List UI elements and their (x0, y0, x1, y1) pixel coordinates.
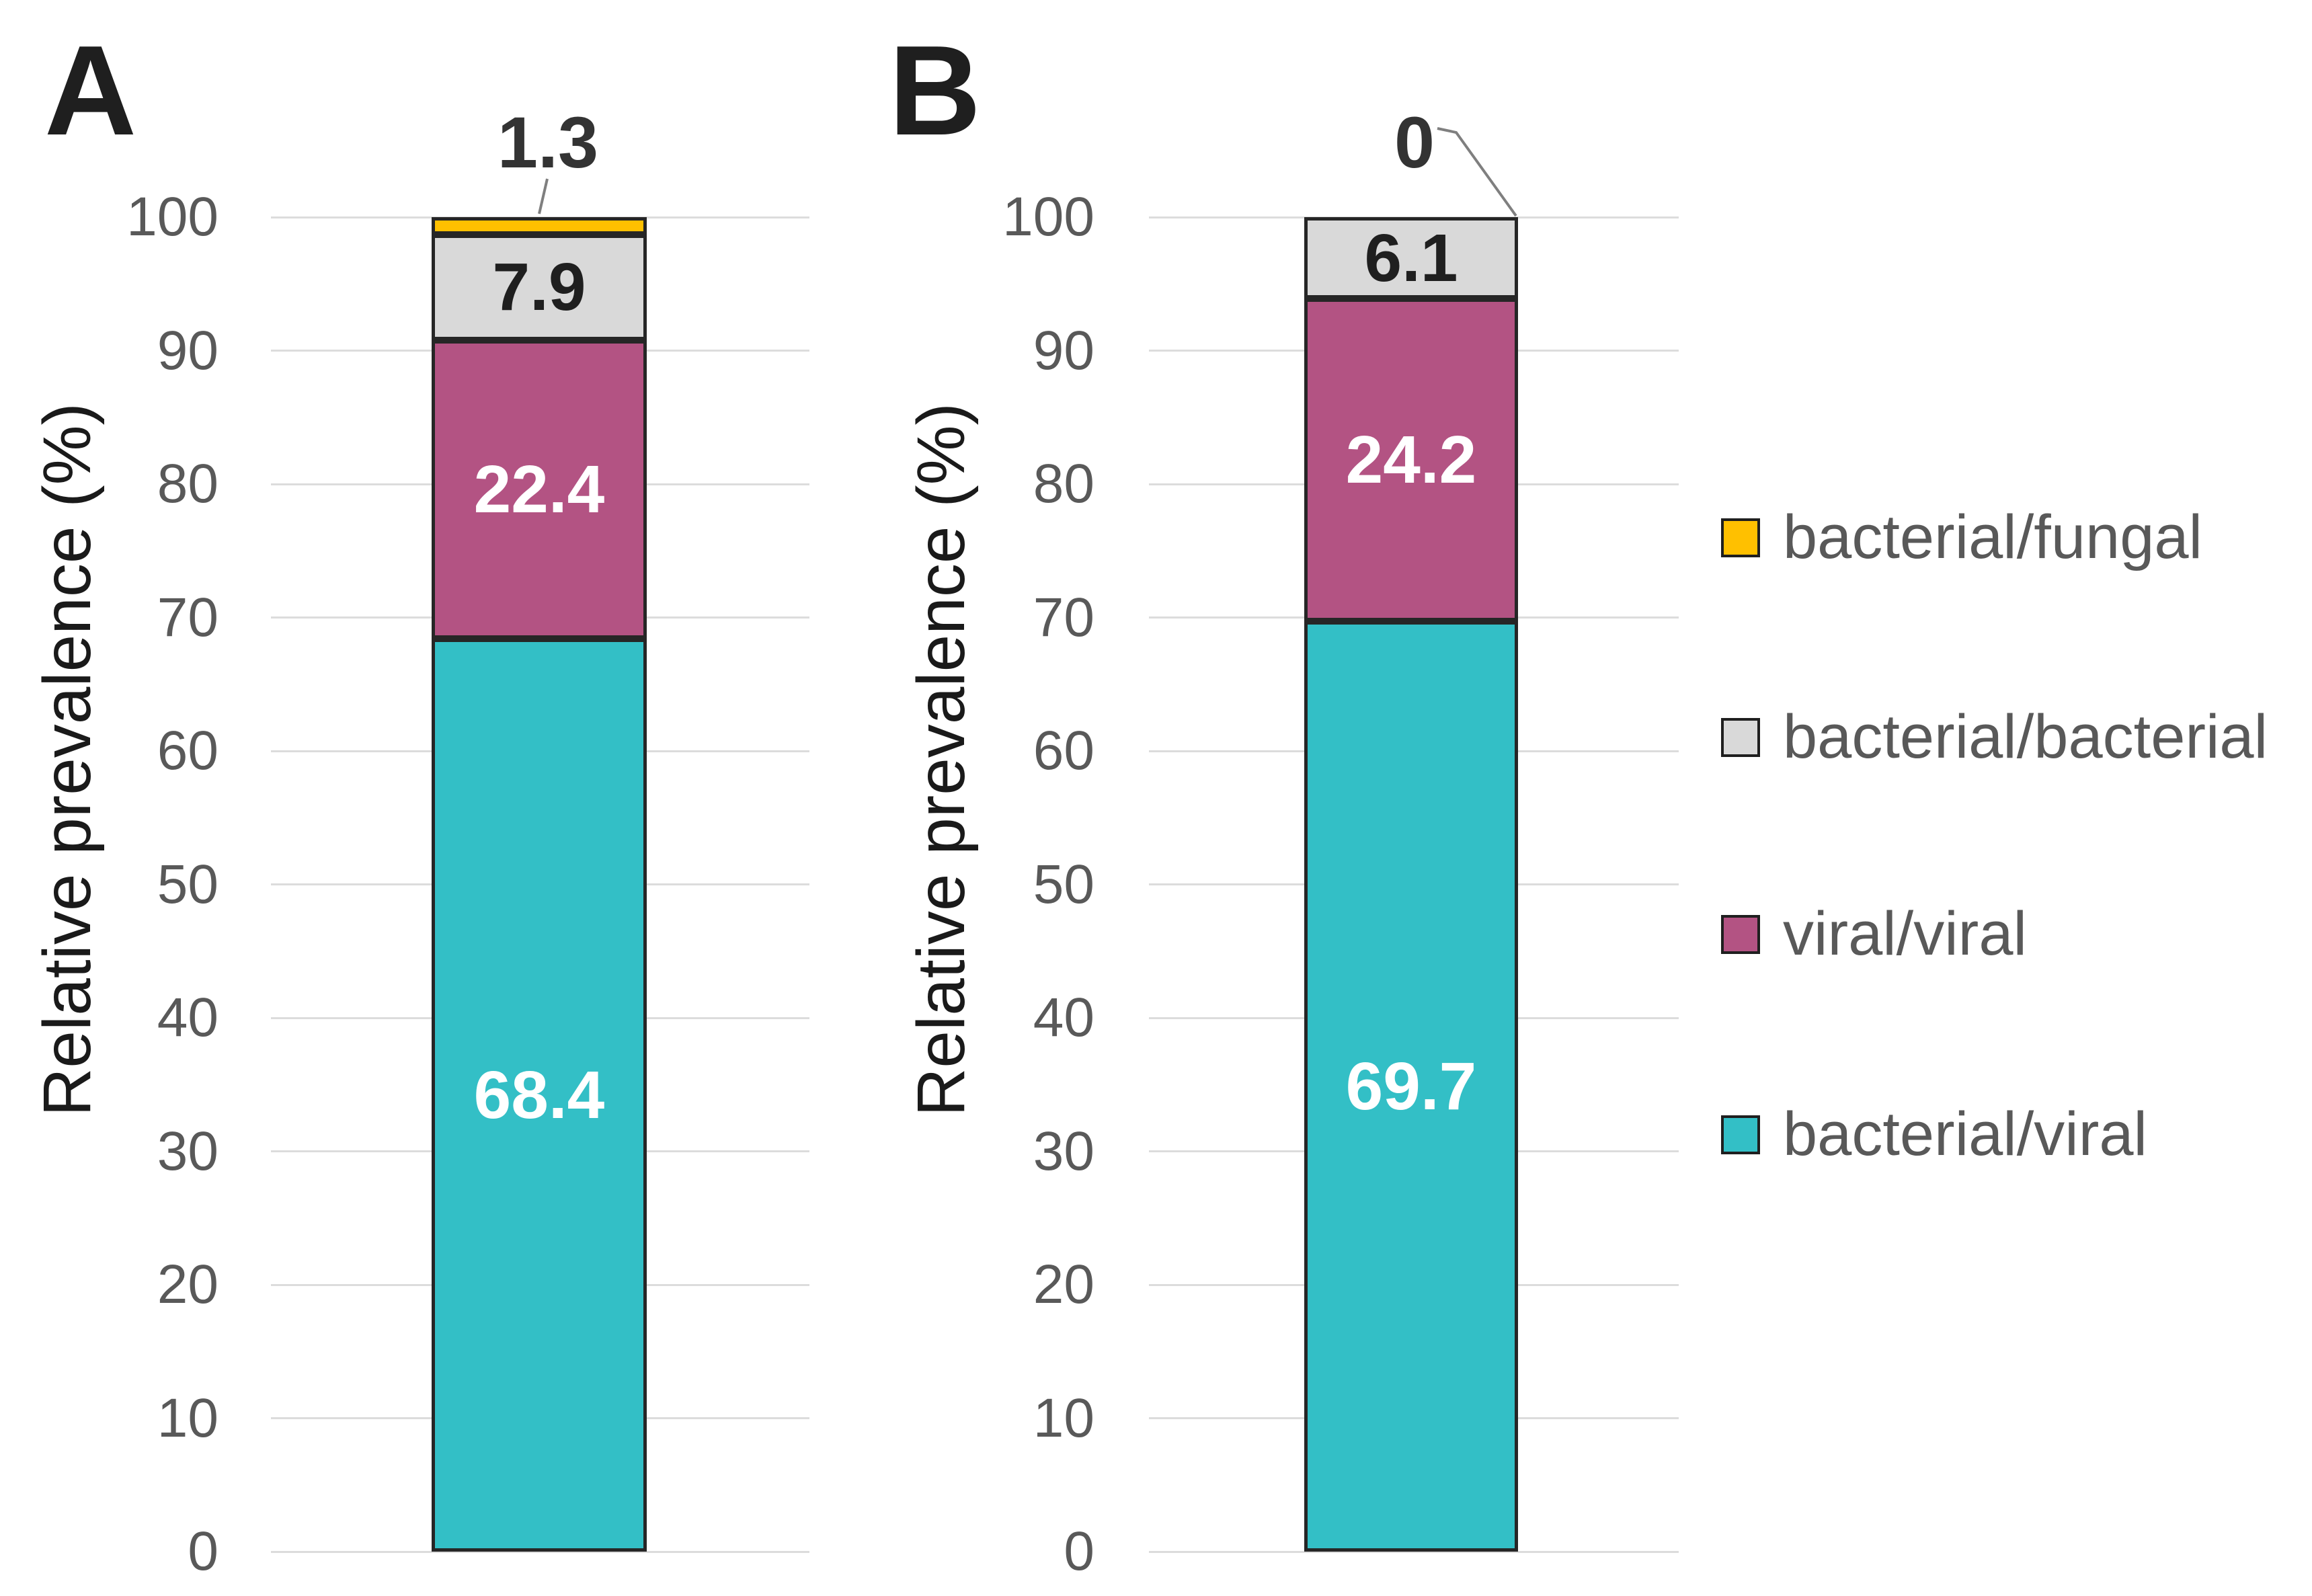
legend-item-viral-viral: viral/viral (1721, 897, 2027, 971)
legend-swatch-bacterial-bacterial (1721, 718, 1760, 757)
data-label-bacterial-bacterial: 6.1 (1364, 220, 1458, 296)
bar-segment-bacterial-viral: 68.4 (432, 639, 647, 1552)
y-tick-label-90: 90 (157, 319, 218, 381)
data-label-bacterial-viral: 68.4 (473, 1058, 605, 1133)
legend-label-bacterial-bacterial: bacterial/bacterial (1783, 703, 2268, 772)
y-tick-label-40: 40 (1033, 987, 1094, 1048)
data-label-bacterial-bacterial: 7.9 (492, 249, 586, 325)
y-tick-label-20: 20 (157, 1254, 218, 1315)
bar-segment-viral-viral: 24.2 (1304, 298, 1518, 622)
y-tick-label-100: 100 (126, 186, 218, 247)
y-tick-label-30: 30 (157, 1120, 218, 1182)
y-tick-label-90: 90 (1033, 319, 1094, 381)
y-tick-label-70: 70 (157, 586, 218, 648)
y-tick-label-60: 60 (1033, 720, 1094, 781)
legend-item-bacterial-fungal: bacterial/fungal (1721, 501, 2202, 575)
callout-leader-b (1437, 127, 1517, 217)
legend-label-bacterial-viral: bacterial/viral (1783, 1100, 2147, 1169)
y-tick-label-100: 100 (1002, 186, 1094, 247)
legend-item-bacterial-bacterial: bacterial/bacterial (1721, 701, 2268, 774)
y-tick-label-40: 40 (157, 987, 218, 1048)
panel-label-b: B (889, 19, 983, 162)
y-tick-label-80: 80 (1033, 453, 1094, 514)
bar-segment-viral-viral: 22.4 (432, 340, 647, 639)
gridline-0 (1149, 1550, 1679, 1553)
bar-segment-bacterial-bacterial: 7.9 (432, 234, 647, 340)
y-tick-label-50: 50 (1033, 853, 1094, 915)
data-label-viral-viral: 24.2 (1345, 422, 1477, 498)
bar-segment-bacterial-bacterial: 6.1 (1304, 217, 1518, 299)
callout-label-bacterial-fungal: 1.3 (497, 102, 599, 183)
y-tick-label-30: 30 (1033, 1120, 1094, 1182)
y-tick-label-0: 0 (188, 1521, 218, 1582)
callout-label-bacterial-fungal: 0 (1394, 102, 1435, 183)
gridline-0 (271, 1550, 809, 1553)
legend-swatch-viral-viral (1721, 915, 1760, 954)
y-tick-label-80: 80 (157, 453, 218, 514)
y-tick-label-20: 20 (1033, 1254, 1094, 1315)
y-tick-label-10: 10 (157, 1387, 218, 1449)
data-label-bacterial-viral: 69.7 (1345, 1049, 1477, 1125)
y-tick-label-0: 0 (1064, 1521, 1094, 1582)
panel-label-a: A (44, 19, 138, 162)
legend-label-viral-viral: viral/viral (1783, 900, 2027, 969)
legend-swatch-bacterial-viral (1721, 1115, 1760, 1154)
y-tick-label-50: 50 (157, 853, 218, 915)
legend-label-bacterial-fungal: bacterial/fungal (1783, 503, 2202, 572)
y-tick-label-70: 70 (1033, 586, 1094, 648)
y-tick-label-10: 10 (1033, 1387, 1094, 1449)
callout-leader-a (538, 178, 549, 214)
legend-item-bacterial-viral: bacterial/viral (1721, 1098, 2147, 1172)
legend-swatch-bacterial-fungal (1721, 518, 1760, 557)
bar-segment-bacterial-viral: 69.7 (1304, 621, 1518, 1552)
bar-segment-bacterial-fungal (432, 217, 647, 235)
data-label-viral-viral: 22.4 (473, 451, 605, 527)
y-tick-label-60: 60 (157, 720, 218, 781)
